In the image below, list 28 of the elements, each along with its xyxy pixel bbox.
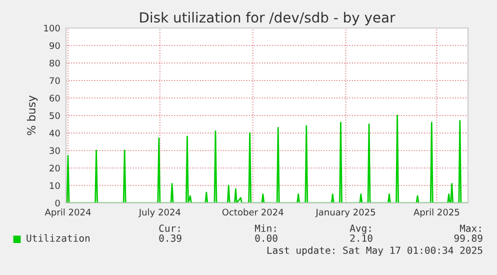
text: 0.39 — [159, 234, 182, 242]
y-tick-label: 20 — [50, 164, 60, 172]
text: Cur: — [159, 224, 180, 232]
x-tick-label: April 2024 — [44, 208, 91, 218]
y-tick-label: 60 — [50, 94, 60, 102]
text: Last update: Sat May 17 01:00:34 2025 — [267, 246, 482, 256]
x-tick-label: April 2025 — [414, 208, 460, 218]
chart-title: Disk utilization for /dev/sdb - by year — [140, 12, 396, 26]
legend-label: Utilization — [26, 234, 90, 242]
x-tick-label: January 2025 — [315, 208, 376, 218]
y-tick-label: 0 — [55, 200, 60, 207]
y-tick-label: 70 — [50, 77, 60, 84]
y-tick-label: 10 — [50, 182, 60, 190]
text: Min: — [254, 224, 276, 232]
text: Max: — [460, 224, 481, 232]
x-tick-label: July 2024 — [138, 208, 180, 218]
text: 99.89 — [454, 234, 482, 242]
y-tick-label: 90 — [50, 42, 60, 50]
text: 2.10 — [350, 234, 372, 242]
x-tick-label: October 2024 — [222, 208, 284, 216]
text: 0.00 — [255, 234, 278, 242]
y-tick-label: 30 — [50, 147, 60, 154]
y-tick-label: 100 — [44, 24, 60, 32]
text: Avg: — [350, 224, 371, 234]
y-axis-title: % busy — [26, 96, 38, 136]
y-tick-label: 40 — [49, 130, 60, 137]
y-tick-label: 80 — [50, 60, 60, 67]
y-tick-label: 50 — [50, 112, 60, 120]
